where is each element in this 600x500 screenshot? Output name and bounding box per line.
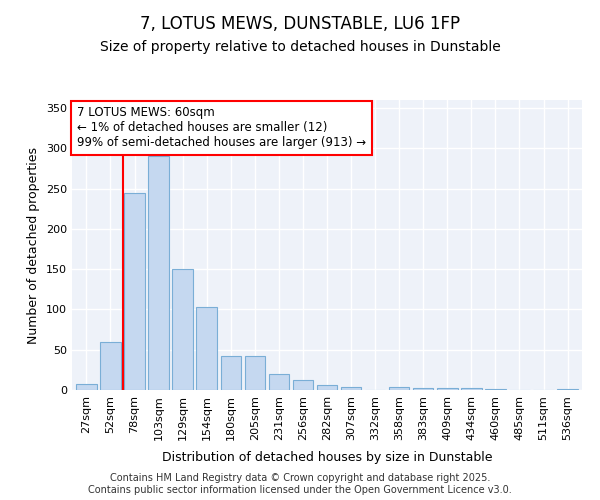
- Text: Contains HM Land Registry data © Crown copyright and database right 2025.
Contai: Contains HM Land Registry data © Crown c…: [88, 474, 512, 495]
- Text: Size of property relative to detached houses in Dunstable: Size of property relative to detached ho…: [100, 40, 500, 54]
- Bar: [413, 388, 433, 390]
- Bar: [221, 356, 241, 390]
- Bar: [437, 388, 458, 390]
- Bar: [557, 389, 578, 390]
- Bar: [172, 269, 193, 390]
- Bar: [100, 342, 121, 390]
- Bar: [196, 307, 217, 390]
- Bar: [389, 387, 409, 390]
- Bar: [76, 384, 97, 390]
- Bar: [317, 385, 337, 390]
- Text: 7, LOTUS MEWS, DUNSTABLE, LU6 1FP: 7, LOTUS MEWS, DUNSTABLE, LU6 1FP: [140, 15, 460, 33]
- Text: 7 LOTUS MEWS: 60sqm
← 1% of detached houses are smaller (12)
99% of semi-detache: 7 LOTUS MEWS: 60sqm ← 1% of detached hou…: [77, 106, 366, 150]
- Bar: [293, 380, 313, 390]
- Bar: [124, 192, 145, 390]
- Bar: [269, 374, 289, 390]
- Bar: [148, 156, 169, 390]
- Y-axis label: Number of detached properties: Number of detached properties: [28, 146, 40, 344]
- Bar: [341, 387, 361, 390]
- Bar: [461, 388, 482, 390]
- Bar: [245, 356, 265, 390]
- X-axis label: Distribution of detached houses by size in Dunstable: Distribution of detached houses by size …: [162, 451, 492, 464]
- Bar: [485, 389, 506, 390]
